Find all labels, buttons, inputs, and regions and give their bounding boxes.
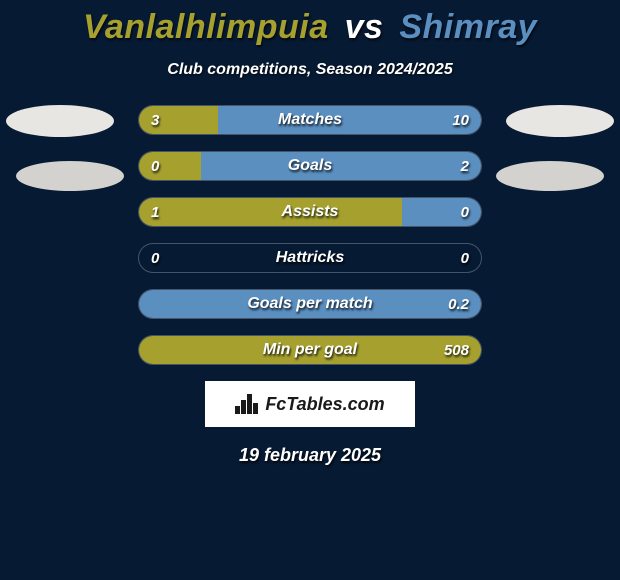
left-value: 0	[151, 244, 159, 272]
player1-name: Vanlalhlimpuia	[83, 8, 329, 46]
stat-row: 508Min per goal	[138, 335, 482, 365]
subtitle: Club competitions, Season 2024/2025	[0, 61, 620, 79]
stat-row: 02Goals	[138, 151, 482, 181]
comparison-title: Vanlalhlimpuia vs Shimray	[0, 0, 620, 47]
right-fill	[218, 106, 481, 134]
player1-avatar-icon	[6, 105, 114, 137]
player2-name: Shimray	[399, 8, 537, 46]
right-fill	[402, 198, 481, 226]
right-fill	[201, 152, 481, 180]
fctables-badge: FcTables.com	[205, 381, 415, 427]
comparison-arena: 310Matches 02Goals 10Assists 0 0Hattricks 0.2…	[0, 105, 620, 365]
stat-row: 0.2Goals per match	[138, 289, 482, 319]
stat-row: 310Matches	[138, 105, 482, 135]
snapshot-date: 19 february 2025	[0, 445, 620, 466]
player2-avatar-icon	[506, 105, 614, 137]
player2-team-icon	[496, 161, 604, 191]
bar-chart-icon	[235, 394, 259, 414]
left-fill	[139, 336, 481, 364]
vs-text: vs	[345, 8, 384, 46]
badge-text: FcTables.com	[265, 394, 384, 415]
left-fill	[139, 198, 402, 226]
stat-row: 0 0Hattricks	[138, 243, 482, 273]
bars-container: 310Matches 02Goals 10Assists 0 0Hattricks 0.2…	[138, 105, 482, 365]
stat-row: 10Assists	[138, 197, 482, 227]
stat-label: Hattricks	[139, 244, 481, 272]
player1-team-icon	[16, 161, 124, 191]
left-fill	[139, 152, 201, 180]
right-value: 0	[461, 244, 469, 272]
left-fill	[139, 106, 218, 134]
right-fill	[139, 290, 481, 318]
